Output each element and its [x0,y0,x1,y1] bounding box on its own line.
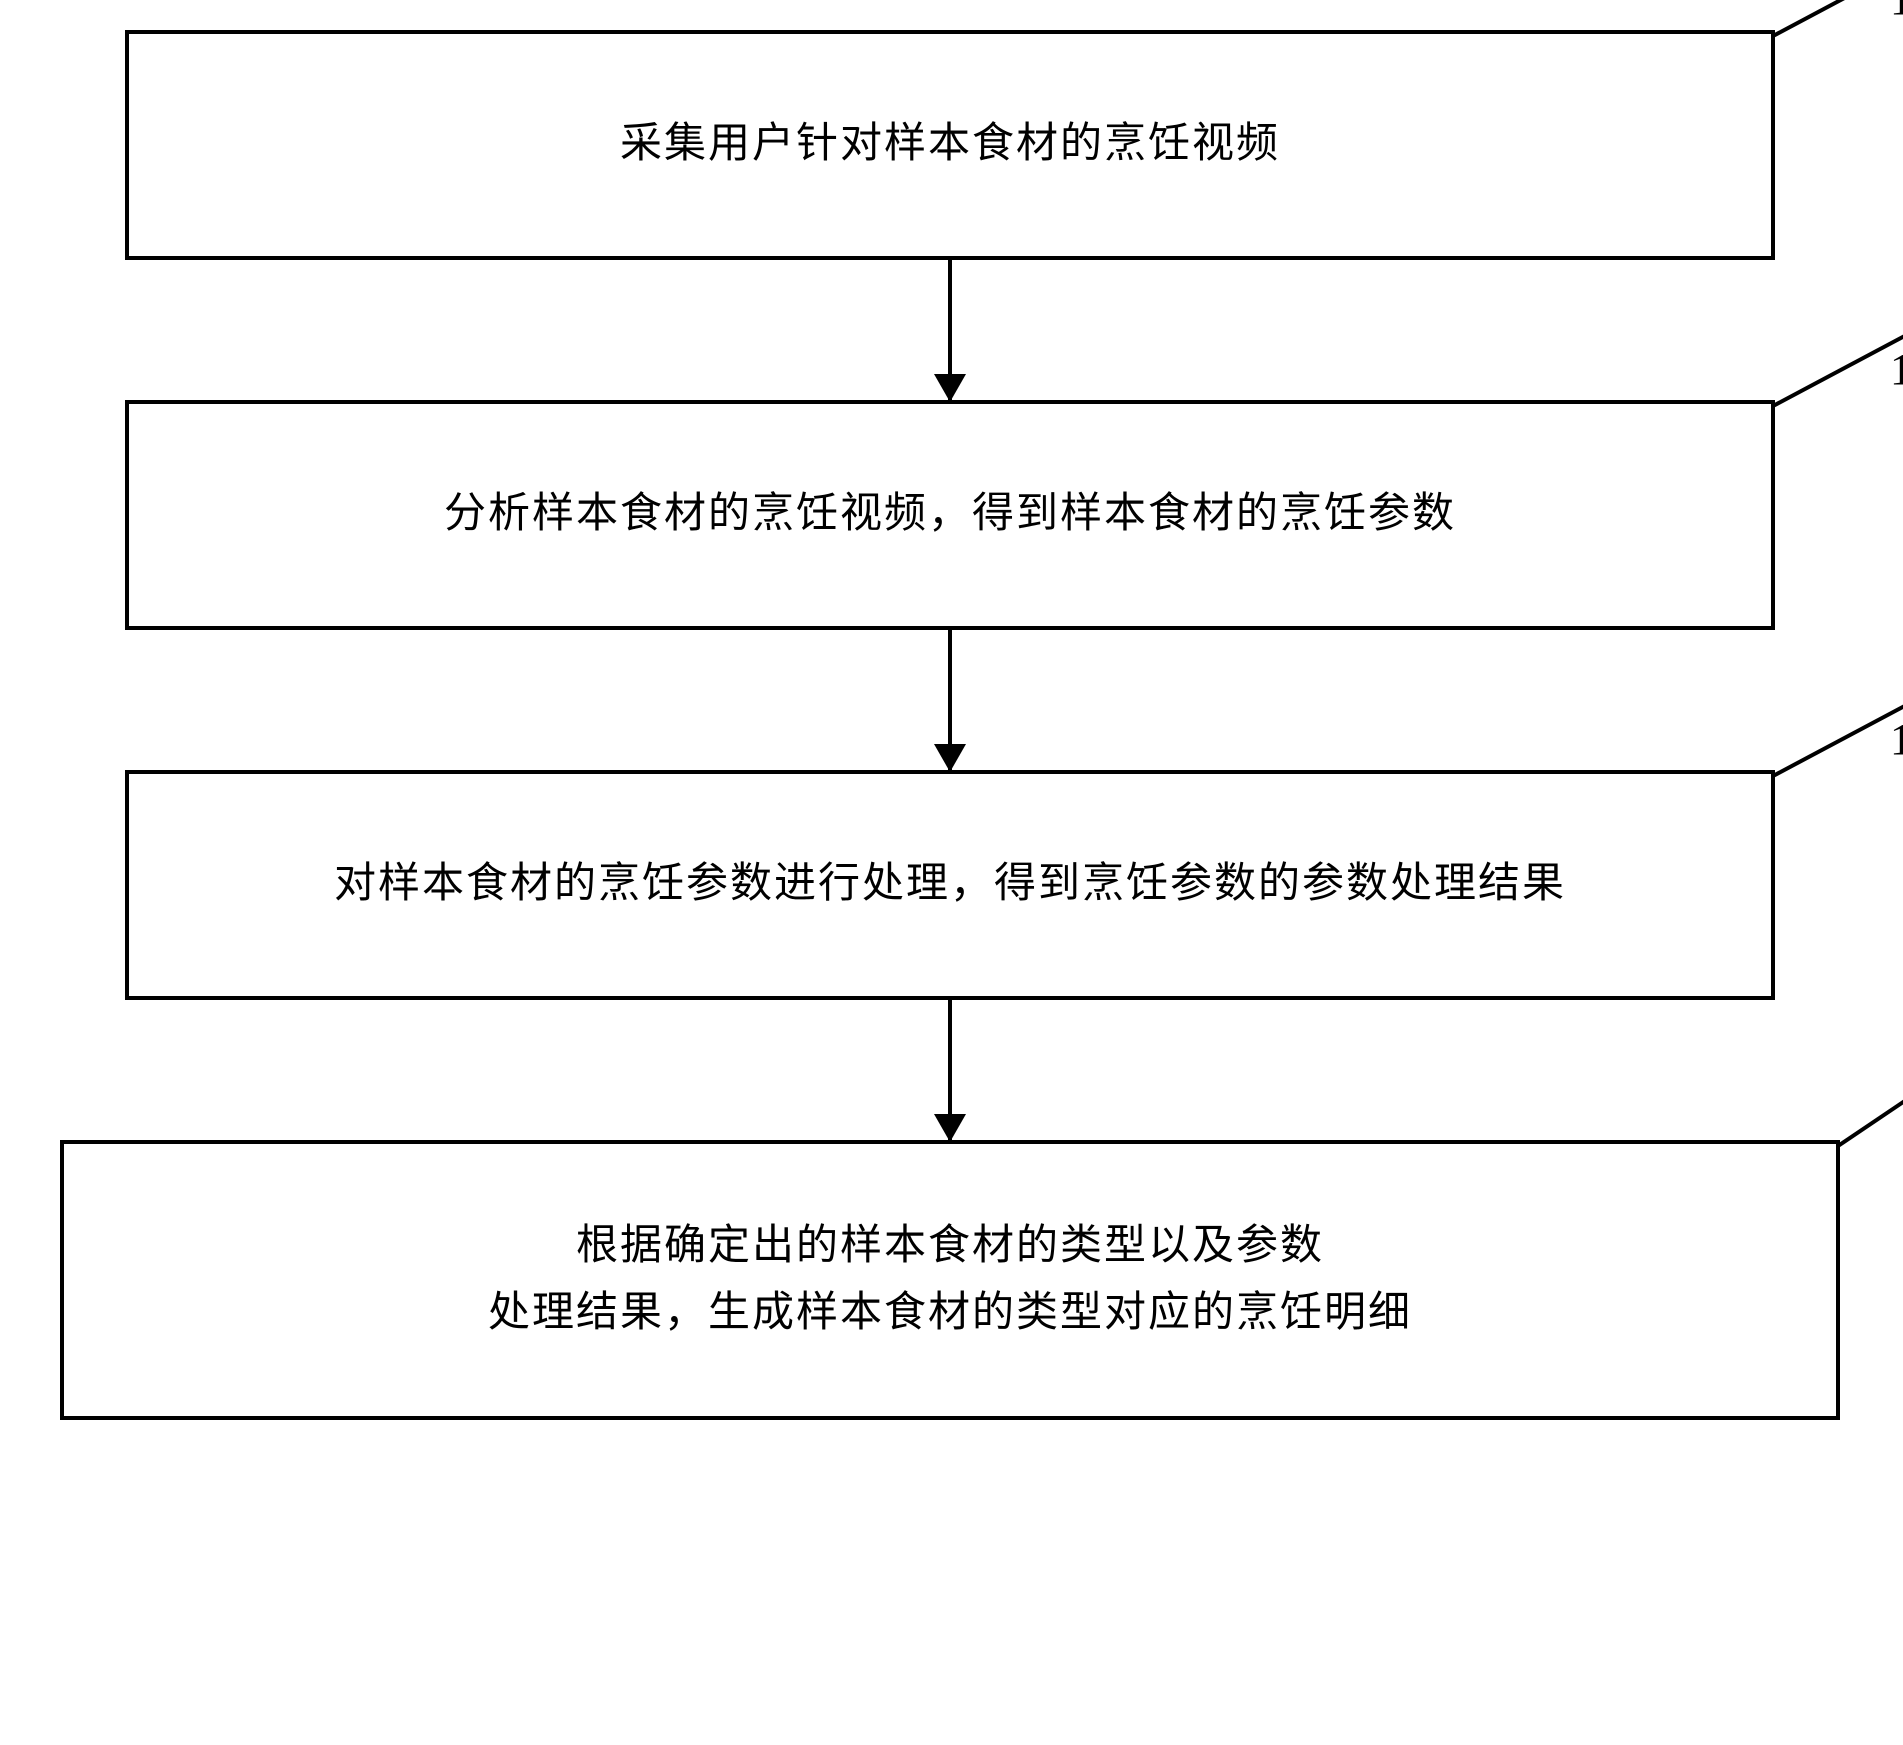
box-103-text: 对样本食材的烹饪参数进行处理，得到烹饪参数的参数处理结果 [334,851,1566,918]
connector-102 [1772,331,1903,407]
arrow-head-1-2 [934,374,966,402]
step-101: 采集用户针对样本食材的烹饪视频 101 [60,30,1840,260]
box-103: 对样本食材的烹饪参数进行处理，得到烹饪参数的参数处理结果 [125,770,1775,1000]
arrow-1-2 [125,260,1775,400]
box-102: 分析样本食材的烹饪视频，得到样本食材的烹饪参数 [125,400,1775,630]
box-102-text: 分析样本食材的烹饪视频，得到样本食材的烹饪参数 [444,481,1456,548]
arrow-head-2-3 [934,744,966,772]
arrow-3-4 [125,1000,1775,1140]
label-101: 101 [1890,0,1903,25]
box-104-line1: 根据确定出的样本食材的类型以及参数 [576,1223,1324,1269]
box-101-text: 采集用户针对样本食材的烹饪视频 [620,111,1280,178]
box-104: 根据确定出的样本食材的类型以及参数 处理结果，生成样本食材的类型对应的烹饪明细 [60,1140,1840,1420]
connector-103 [1772,701,1903,777]
label-103: 103 [1890,714,1903,765]
step-102: 分析样本食材的烹饪视频，得到样本食材的烹饪参数 102 [60,400,1840,630]
box-101: 采集用户针对样本食材的烹饪视频 [125,30,1775,260]
label-102: 102 [1890,344,1903,395]
step-104: 根据确定出的样本食材的类型以及参数 处理结果，生成样本食材的类型对应的烹饪明细 … [60,1140,1840,1420]
step-103: 对样本食材的烹饪参数进行处理，得到烹饪参数的参数处理结果 103 [60,770,1840,1000]
box-104-line2: 处理结果，生成样本食材的类型对应的烹饪明细 [488,1290,1412,1336]
connector-104 [1837,1077,1903,1147]
flowchart-container: 采集用户针对样本食材的烹饪视频 101 分析样本食材的烹饪视频，得到样本食材的烹… [60,30,1840,1420]
box-104-text: 根据确定出的样本食材的类型以及参数 处理结果，生成样本食材的类型对应的烹饪明细 [488,1213,1412,1347]
arrow-head-3-4 [934,1114,966,1142]
connector-101 [1772,0,1903,38]
arrow-2-3 [125,630,1775,770]
